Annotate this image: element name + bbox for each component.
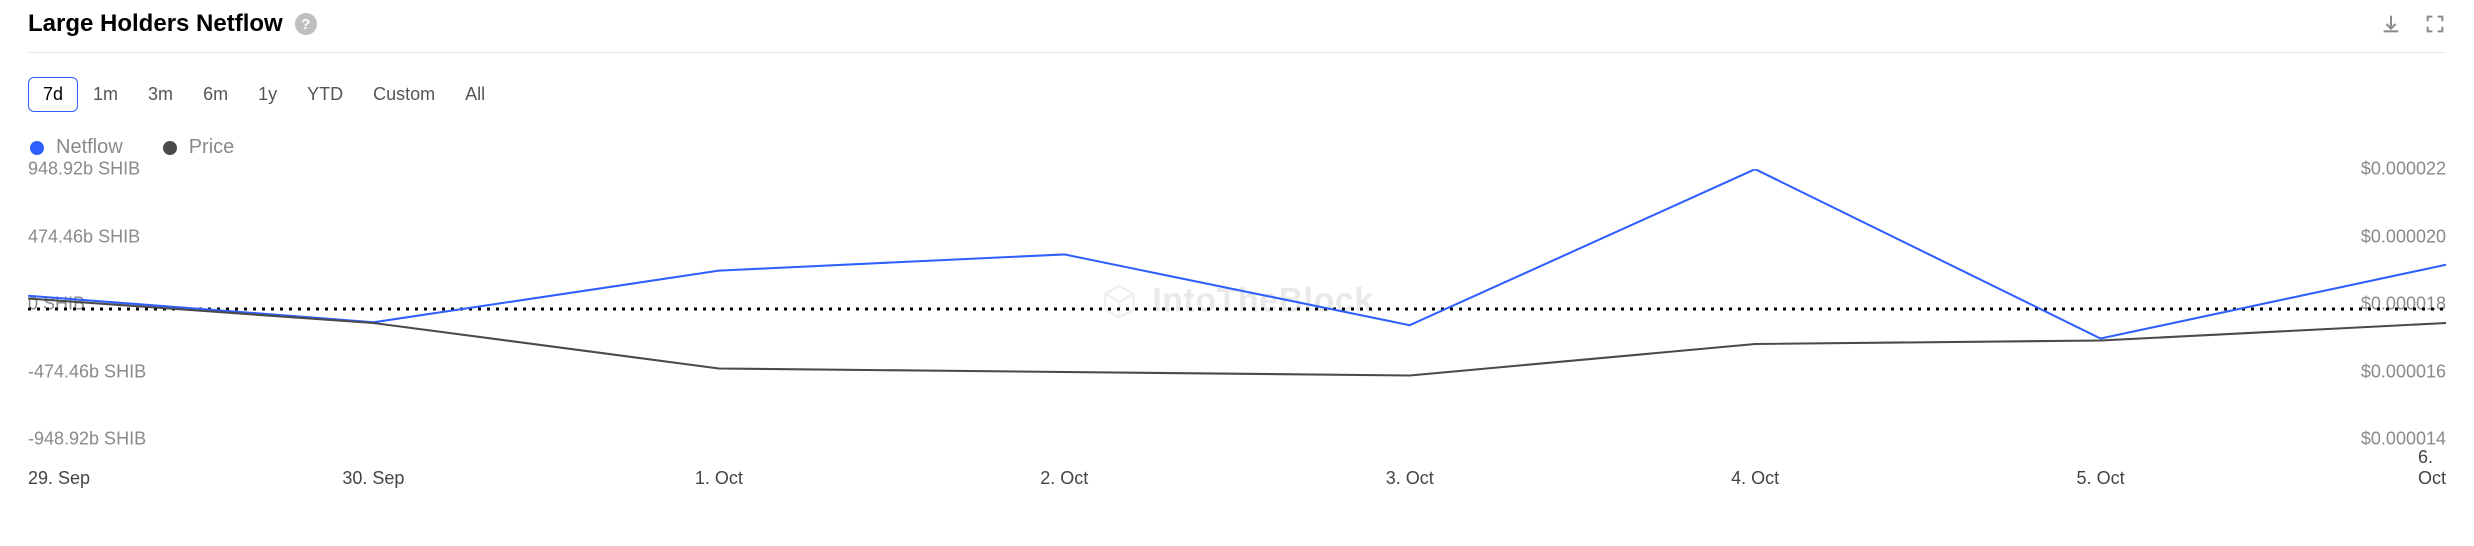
x-tick: 4. Oct [1731,468,1779,489]
legend-label: Price [189,136,235,159]
chart-plot: 948.92b SHIB474.46b SHIB0 SHIB-474.46b S… [28,169,2446,489]
x-axis: 29. Sep 30. Sep 1. Oct 2. Oct 3. Oct 4. Oct 5.… [28,459,2446,489]
x-tick: 30. Sep [342,468,404,489]
range-tab-6m[interactable]: 6m [188,77,243,112]
chart-title: Large Holders Netflow [28,10,283,38]
x-tick: 6. Oct [2418,447,2446,489]
help-icon[interactable]: ? [295,13,317,35]
legend-dot [30,141,44,155]
range-tab-7d[interactable]: 7d [28,77,78,112]
range-tabs: 7d1m3m6m1yYTDCustomAll [28,77,2446,112]
chart-header: Large Holders Netflow ? [28,10,2446,53]
fullscreen-icon[interactable] [2424,13,2446,35]
range-tab-3m[interactable]: 3m [133,77,188,112]
legend: Netflow Price [28,112,2446,169]
x-tick: 1. Oct [695,468,743,489]
legend-label: Netflow [56,136,123,159]
range-tab-1m[interactable]: 1m [78,77,133,112]
legend-item-price[interactable]: Price [163,136,235,159]
x-tick: 29. Sep [28,468,90,489]
range-tab-custom[interactable]: Custom [358,77,450,112]
range-tab-all[interactable]: All [450,77,500,112]
legend-dot [163,141,177,155]
range-tab-ytd[interactable]: YTD [292,77,358,112]
x-tick: 5. Oct [2077,468,2125,489]
legend-item-netflow[interactable]: Netflow [30,136,123,159]
x-tick: 3. Oct [1386,468,1434,489]
series-netflow [28,169,2446,338]
download-icon[interactable] [2380,13,2402,35]
range-tab-1y[interactable]: 1y [243,77,292,112]
x-tick: 2. Oct [1040,468,1088,489]
